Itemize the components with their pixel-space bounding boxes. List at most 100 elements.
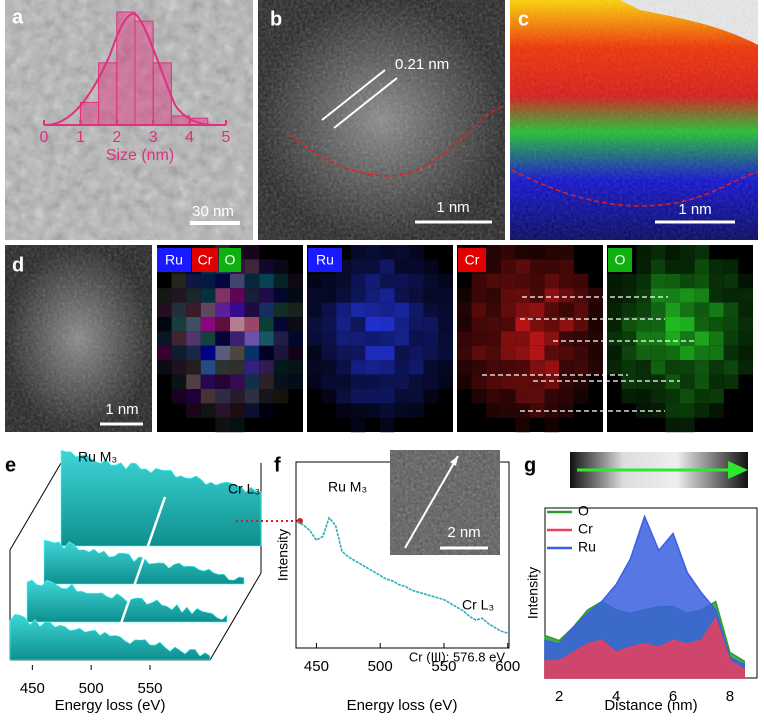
boundary — [511, 169, 759, 207]
map-pixel — [636, 273, 651, 289]
map-pixel — [544, 245, 560, 260]
map-pixel — [380, 389, 395, 404]
peak-label: Ru M₃ — [78, 449, 117, 465]
map-pixel — [471, 302, 487, 317]
x-tick-label: 2 — [555, 688, 563, 705]
map-pixel — [380, 403, 395, 418]
map-pixel — [157, 345, 172, 361]
map-pixel — [171, 288, 187, 303]
map-pixel — [171, 302, 187, 317]
map-pixel — [530, 288, 545, 303]
map-pixel — [230, 317, 245, 332]
map-pixel — [394, 288, 410, 303]
map-pixel — [244, 302, 260, 317]
map-pixel — [515, 288, 530, 303]
map-pixel — [230, 417, 245, 433]
map-pixel — [288, 302, 303, 317]
map-pixel — [307, 331, 322, 346]
scale-label: 1 nm — [678, 201, 711, 218]
map-pixel — [350, 374, 366, 389]
map-pixel — [230, 302, 245, 317]
map-pixel — [723, 360, 739, 375]
map-pixel — [694, 360, 710, 375]
map-pixel — [457, 317, 472, 332]
map-pixel — [409, 259, 424, 274]
map-pixel — [336, 302, 351, 317]
map-pixel — [423, 273, 439, 289]
map-pixel — [365, 273, 380, 289]
map-pixel — [244, 331, 260, 346]
map-pixel — [336, 360, 351, 375]
map-pixel — [636, 360, 651, 375]
profile-area — [544, 616, 745, 679]
map-pixel — [500, 245, 516, 260]
map-pixel — [307, 288, 322, 303]
map-pixel — [171, 374, 187, 389]
map-pixel — [423, 374, 439, 389]
map-pixel — [423, 259, 439, 274]
map-pixel — [486, 389, 501, 404]
map-pixel — [307, 273, 322, 289]
map-pixel — [680, 317, 695, 332]
arrow — [116, 496, 167, 633]
map-pixel — [244, 259, 260, 274]
map-pixel — [200, 389, 216, 404]
map-pixel — [665, 245, 680, 260]
map-pixel — [607, 331, 622, 346]
map-pixel — [694, 302, 710, 317]
map-pixel — [500, 345, 516, 361]
map-pixel — [607, 288, 622, 303]
map-pixel — [321, 374, 337, 389]
map-pixel — [530, 331, 545, 346]
map-pixel — [215, 374, 230, 389]
map-pixel — [259, 389, 274, 404]
scale-label: 1 nm — [105, 401, 138, 418]
map-pixel — [230, 374, 245, 389]
map-pixel — [380, 259, 395, 274]
map-pixel — [409, 288, 424, 303]
map-pixel — [665, 317, 680, 332]
x-axis-label: Energy loss (eV) — [347, 697, 458, 714]
map-pixel — [186, 374, 201, 389]
map-pixel — [321, 345, 337, 361]
y-axis-label: Intensity — [525, 567, 541, 619]
map-pixel — [321, 288, 337, 303]
map-pixel — [515, 331, 530, 346]
map-pixel — [544, 403, 560, 418]
note: Cr (III): 576.8 eV — [409, 649, 505, 664]
map-pixel — [486, 317, 501, 332]
map-pixel — [530, 345, 545, 361]
tem-texture — [5, 0, 253, 240]
element-tag — [219, 248, 241, 272]
map-pixel — [288, 374, 303, 389]
map-pixel — [259, 331, 274, 346]
map-pixel — [665, 259, 680, 274]
spacing-label: 0.21 nm — [395, 56, 449, 73]
map-pixel — [723, 288, 739, 303]
map-pixel — [365, 403, 380, 418]
map-pixel — [500, 403, 516, 418]
map-pixel — [515, 360, 530, 375]
map-pixel — [215, 360, 230, 375]
map-pixel — [350, 389, 366, 404]
map-pixel — [171, 317, 187, 332]
map-pixel — [515, 273, 530, 289]
map-pixel — [680, 331, 695, 346]
map-pixel — [694, 345, 710, 361]
map-pixel — [423, 360, 439, 375]
map-pixel — [273, 259, 289, 274]
map-pixel — [738, 360, 753, 375]
map-pixel — [409, 374, 424, 389]
map-pixel — [559, 403, 574, 418]
map-pixel — [515, 374, 530, 389]
map-pixel — [307, 345, 322, 361]
map-pixel — [200, 302, 216, 317]
map-pixel — [200, 374, 216, 389]
map-pixel — [709, 259, 724, 274]
map-pixel — [709, 273, 724, 289]
map-pixel — [573, 374, 589, 389]
map-pixel — [665, 389, 680, 404]
map-pixel — [680, 259, 695, 274]
panel-label: f — [274, 454, 281, 476]
map-pixel — [321, 360, 337, 375]
